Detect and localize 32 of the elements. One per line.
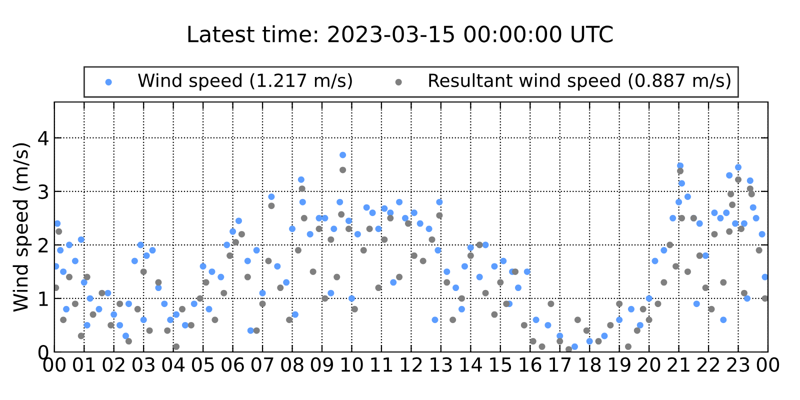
- y-tick-label: 2: [38, 238, 48, 252]
- x-tick-label: 10: [342, 357, 363, 372]
- x-tick-label: 00: [756, 357, 780, 372]
- x-tick-label: 03: [132, 357, 154, 372]
- y-tick-label: 4: [38, 131, 48, 146]
- y-tick-label: 1: [39, 292, 48, 306]
- x-tick-label: 14: [460, 357, 482, 372]
- x-tick-label: 08: [281, 357, 304, 372]
- x-tick-label: 05: [192, 357, 214, 372]
- legend-label: Resultant wind speed (0.887 m/s): [429, 73, 730, 91]
- chart-title: Latest time: 2023-03-15 00:00:00 UTC: [188, 25, 613, 42]
- x-tick-label: 15: [490, 357, 512, 372]
- x-tick-label: 23: [727, 357, 750, 372]
- x-tick-label: 13: [430, 357, 452, 372]
- x-tick-label: 22: [698, 357, 719, 372]
- x-tick-label: 09: [310, 357, 334, 372]
- x-tick-label: 06: [222, 357, 244, 372]
- x-tick-label: 21: [668, 357, 690, 372]
- x-tick-label: 16: [520, 357, 542, 372]
- x-tick-label: 02: [102, 357, 124, 372]
- x-tick-label: 20: [638, 357, 660, 372]
- x-tick-label: 17: [550, 357, 571, 372]
- x-tick-label: 12: [400, 357, 422, 372]
- legend-label: Wind speed (1.217 m/s): [138, 73, 352, 91]
- y-axis-title: Wind speed (m/s): [12, 143, 32, 312]
- x-tick-label: 07: [251, 357, 274, 372]
- x-tick-label: 19: [609, 357, 630, 372]
- x-tick-label: 01: [73, 357, 95, 372]
- y-tick-label: 3: [38, 184, 48, 200]
- x-tick-label: 18: [579, 357, 601, 372]
- x-tick-label: 11: [371, 357, 392, 372]
- x-tick-label: 04: [162, 357, 185, 372]
